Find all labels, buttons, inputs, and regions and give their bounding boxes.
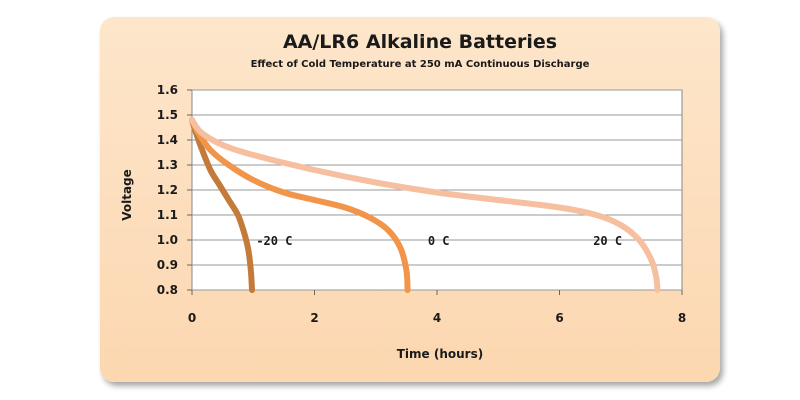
series-group (189, 117, 661, 293)
y-tick-label: 0.9 (157, 258, 178, 272)
series-label: 0 C (428, 234, 450, 248)
y-tick-label: 1.3 (157, 158, 178, 172)
series-line--20c (189, 117, 256, 293)
y-tick-label: 1.0 (157, 233, 178, 247)
y-tick-label: 0.8 (157, 283, 178, 297)
y-axis-label: Voltage (120, 169, 134, 221)
grid-lines (187, 89, 683, 295)
x-axis-label: Time (hours) (397, 347, 483, 361)
series-labels: -20 C 0 C 20 C (256, 234, 622, 248)
y-tick-label: 1.2 (157, 183, 178, 197)
x-tick-label: 8 (678, 311, 686, 325)
y-tick-label: 1.1 (157, 208, 178, 222)
y-axis-ticks: 0.8 0.9 1.0 1.1 1.2 1.3 1.4 1.5 1.6 (157, 83, 178, 297)
x-tick-label: 0 (188, 311, 196, 325)
series-label: 20 C (593, 234, 622, 248)
series-label: -20 C (256, 234, 292, 248)
x-tick-label: 4 (433, 311, 441, 325)
y-tick-label: 1.4 (157, 133, 178, 147)
x-tick-label: 6 (555, 311, 563, 325)
chart-subtitle: Effect of Cold Temperature at 250 mA Con… (251, 59, 590, 70)
x-axis-ticks: 0 2 4 6 8 (188, 311, 686, 325)
chart-title: AA/LR6 Alkaline Batteries (283, 31, 557, 53)
y-tick-label: 1.5 (157, 108, 178, 122)
series-line-0c (189, 117, 411, 293)
y-tick-label: 1.6 (157, 83, 178, 97)
series-line-20c (189, 117, 661, 293)
x-tick-label: 2 (310, 311, 318, 325)
